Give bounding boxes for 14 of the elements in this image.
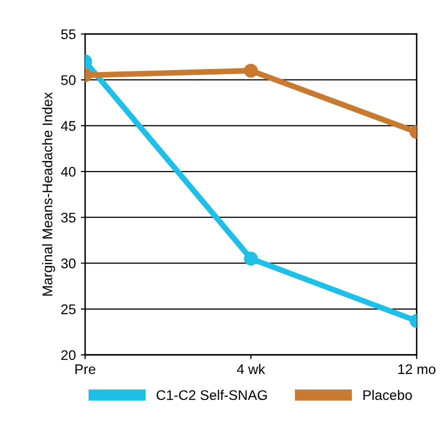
y-tick-label: 35 (61, 212, 76, 223)
legend-label: Placebo (363, 390, 412, 400)
legend-label: C1-C2 Self-SNAG (156, 390, 267, 400)
x-tick-label: Pre (75, 364, 96, 374)
y-tick-label: 30 (61, 258, 76, 268)
y-tick-label: 20 (61, 350, 76, 360)
y-tick-label: 25 (61, 304, 76, 314)
x-tick-label: 12 mo (398, 364, 436, 374)
y-tick-label: 45 (60, 121, 76, 131)
y-axis-title: Marginal Means-Headache Index (42, 92, 56, 296)
x-tick-label: 4 wk (236, 364, 266, 374)
y-tick-label: 50 (61, 75, 76, 86)
y-tick-label: 55 (61, 29, 76, 40)
y-tick-label: 40 (60, 166, 76, 177)
